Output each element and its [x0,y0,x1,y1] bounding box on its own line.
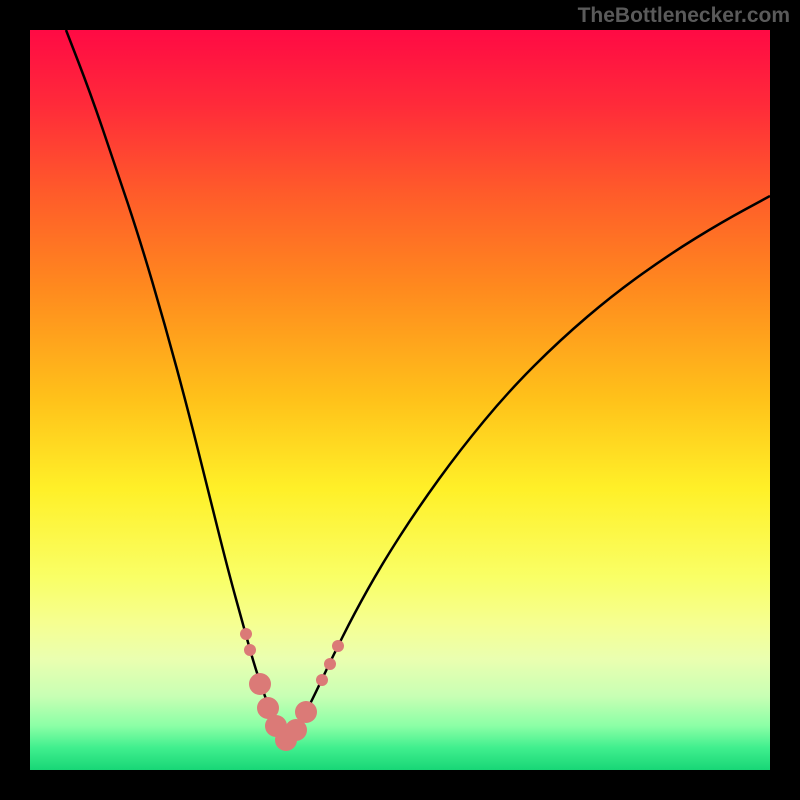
chart-svg [30,30,770,770]
curve-marker [249,673,271,695]
curve-marker [244,644,256,656]
plot-area [30,30,770,770]
gradient-background [30,30,770,770]
curve-marker [332,640,344,652]
curve-marker [324,658,336,670]
curve-marker [295,701,317,723]
outer-frame: TheBottlenecker.com [0,0,800,800]
curve-marker [316,674,328,686]
watermark-text: TheBottlenecker.com [578,4,790,28]
curve-marker [240,628,252,640]
